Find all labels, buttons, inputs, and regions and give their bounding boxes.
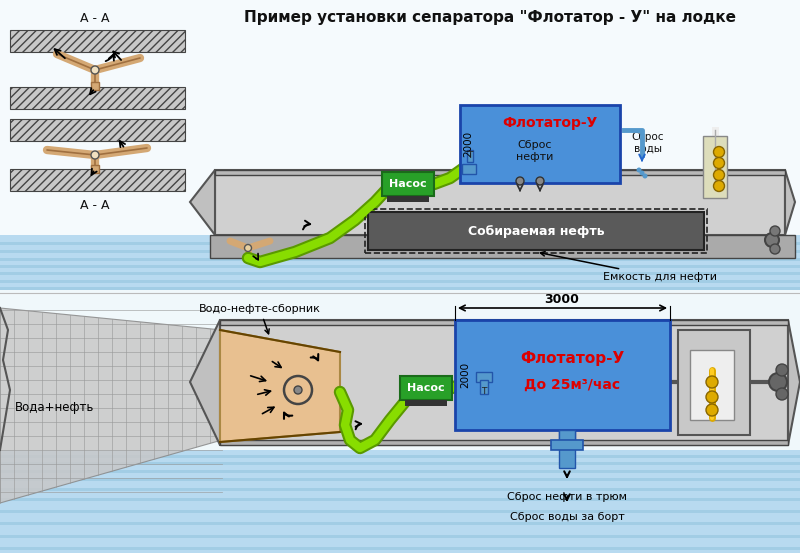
Text: Собираемая нефть: Собираемая нефть	[468, 225, 604, 237]
Circle shape	[714, 158, 725, 169]
FancyBboxPatch shape	[210, 235, 795, 258]
FancyBboxPatch shape	[215, 170, 785, 175]
Circle shape	[706, 404, 718, 416]
FancyBboxPatch shape	[678, 330, 750, 435]
Circle shape	[639, 170, 645, 175]
FancyBboxPatch shape	[0, 258, 800, 261]
FancyBboxPatch shape	[462, 164, 476, 174]
Polygon shape	[788, 320, 800, 445]
FancyBboxPatch shape	[0, 242, 800, 245]
Text: А - А: А - А	[80, 12, 110, 25]
FancyBboxPatch shape	[382, 172, 434, 196]
FancyBboxPatch shape	[0, 287, 800, 290]
Text: Емкость для нефти: Емкость для нефти	[540, 252, 717, 282]
Circle shape	[245, 244, 251, 252]
Text: А - А: А - А	[80, 199, 110, 212]
Circle shape	[516, 177, 524, 185]
FancyBboxPatch shape	[220, 320, 788, 445]
FancyBboxPatch shape	[460, 105, 620, 183]
FancyBboxPatch shape	[0, 235, 800, 290]
Text: Насос: Насос	[389, 179, 427, 189]
Circle shape	[714, 147, 725, 158]
Circle shape	[91, 151, 99, 159]
FancyBboxPatch shape	[368, 212, 704, 250]
FancyBboxPatch shape	[480, 380, 488, 394]
FancyBboxPatch shape	[0, 478, 800, 481]
FancyBboxPatch shape	[455, 320, 670, 430]
Text: Водо-нефте-сборник: Водо-нефте-сборник	[199, 304, 321, 334]
FancyBboxPatch shape	[559, 430, 575, 468]
FancyBboxPatch shape	[0, 290, 800, 553]
FancyBboxPatch shape	[220, 440, 788, 445]
FancyBboxPatch shape	[0, 522, 800, 525]
Text: Сброс нефти в трюм: Сброс нефти в трюм	[507, 492, 627, 502]
Text: Сброс
нефти: Сброс нефти	[516, 140, 554, 162]
Circle shape	[714, 170, 725, 180]
Circle shape	[765, 233, 779, 247]
Text: Насос: Насос	[407, 383, 445, 393]
Polygon shape	[785, 170, 795, 235]
Circle shape	[294, 386, 302, 394]
Circle shape	[706, 376, 718, 388]
Circle shape	[637, 168, 642, 173]
FancyBboxPatch shape	[0, 280, 800, 283]
FancyBboxPatch shape	[690, 350, 734, 420]
Circle shape	[770, 244, 780, 254]
FancyBboxPatch shape	[551, 440, 583, 450]
FancyBboxPatch shape	[0, 488, 800, 491]
Text: Флотатор-У: Флотатор-У	[502, 116, 598, 130]
FancyBboxPatch shape	[10, 169, 185, 191]
Circle shape	[776, 364, 788, 376]
FancyBboxPatch shape	[467, 150, 473, 162]
Text: Сброс воды за борт: Сброс воды за борт	[510, 512, 624, 522]
FancyBboxPatch shape	[0, 498, 800, 501]
FancyBboxPatch shape	[0, 0, 800, 290]
FancyBboxPatch shape	[0, 250, 800, 253]
Circle shape	[769, 373, 787, 391]
Circle shape	[706, 391, 718, 403]
FancyBboxPatch shape	[10, 119, 185, 141]
Text: 3000: 3000	[545, 293, 579, 306]
Text: Флотатор-У: Флотатор-У	[520, 351, 624, 366]
FancyBboxPatch shape	[0, 450, 800, 553]
FancyBboxPatch shape	[0, 455, 800, 458]
Text: 2000: 2000	[460, 362, 470, 388]
Text: 2000: 2000	[463, 131, 473, 157]
FancyBboxPatch shape	[10, 87, 185, 109]
FancyBboxPatch shape	[220, 320, 788, 325]
FancyBboxPatch shape	[405, 400, 447, 406]
FancyBboxPatch shape	[0, 470, 800, 473]
Circle shape	[714, 180, 725, 191]
Text: T: T	[482, 387, 486, 396]
FancyBboxPatch shape	[703, 136, 727, 198]
FancyBboxPatch shape	[0, 272, 800, 275]
Text: Вода+нефть: Вода+нефть	[15, 401, 94, 415]
FancyBboxPatch shape	[476, 372, 492, 382]
FancyBboxPatch shape	[0, 510, 800, 513]
Circle shape	[776, 388, 788, 400]
Polygon shape	[220, 330, 340, 442]
FancyBboxPatch shape	[387, 196, 429, 202]
Text: T: T	[467, 151, 473, 160]
FancyBboxPatch shape	[215, 170, 785, 235]
Polygon shape	[190, 170, 215, 235]
FancyBboxPatch shape	[559, 430, 575, 440]
Text: Пример установки сепаратора "Флотатор - У" на лодке: Пример установки сепаратора "Флотатор - …	[244, 10, 736, 25]
FancyBboxPatch shape	[0, 547, 800, 550]
FancyBboxPatch shape	[10, 30, 185, 52]
FancyBboxPatch shape	[0, 265, 800, 268]
FancyBboxPatch shape	[91, 82, 99, 90]
FancyBboxPatch shape	[400, 376, 452, 400]
Circle shape	[642, 174, 647, 179]
Text: Сброс
воды: Сброс воды	[632, 132, 664, 154]
Circle shape	[536, 177, 544, 185]
Polygon shape	[190, 320, 220, 445]
Circle shape	[91, 66, 99, 74]
FancyBboxPatch shape	[0, 462, 800, 465]
Polygon shape	[0, 308, 222, 503]
FancyBboxPatch shape	[0, 535, 800, 538]
FancyBboxPatch shape	[91, 165, 99, 173]
Circle shape	[770, 226, 780, 236]
Text: До 25м³/час: До 25м³/час	[524, 378, 620, 392]
